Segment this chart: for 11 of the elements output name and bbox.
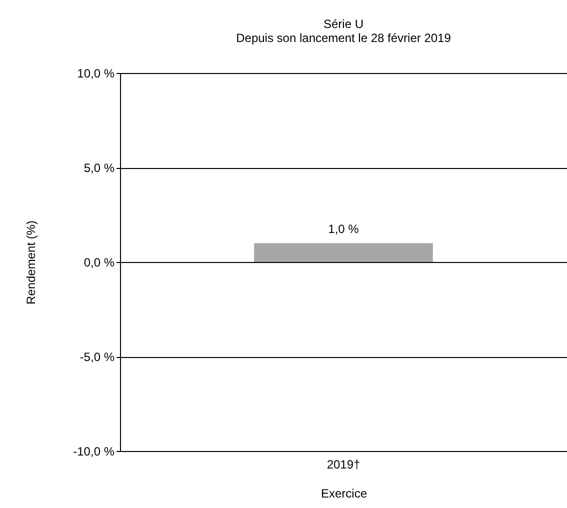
y-tick-label: 10,0 % xyxy=(77,66,115,80)
chart-title: Série U xyxy=(323,17,364,31)
y-tick-label: 5,0 % xyxy=(84,161,115,175)
y-tick-label: 0,0 % xyxy=(84,256,115,270)
y-axis-title: Rendement (%) xyxy=(24,220,38,305)
data-label: 1,0 % xyxy=(328,222,360,236)
x-axis-title: Exercice xyxy=(320,486,368,500)
chart-subtitle: Depuis son lancement le 28 février 2019 xyxy=(236,31,452,45)
y-tick-label: -10,0 % xyxy=(73,444,115,458)
y-tick-label: -5,0 % xyxy=(80,350,115,364)
x-tick-label: 2019† xyxy=(326,458,360,472)
